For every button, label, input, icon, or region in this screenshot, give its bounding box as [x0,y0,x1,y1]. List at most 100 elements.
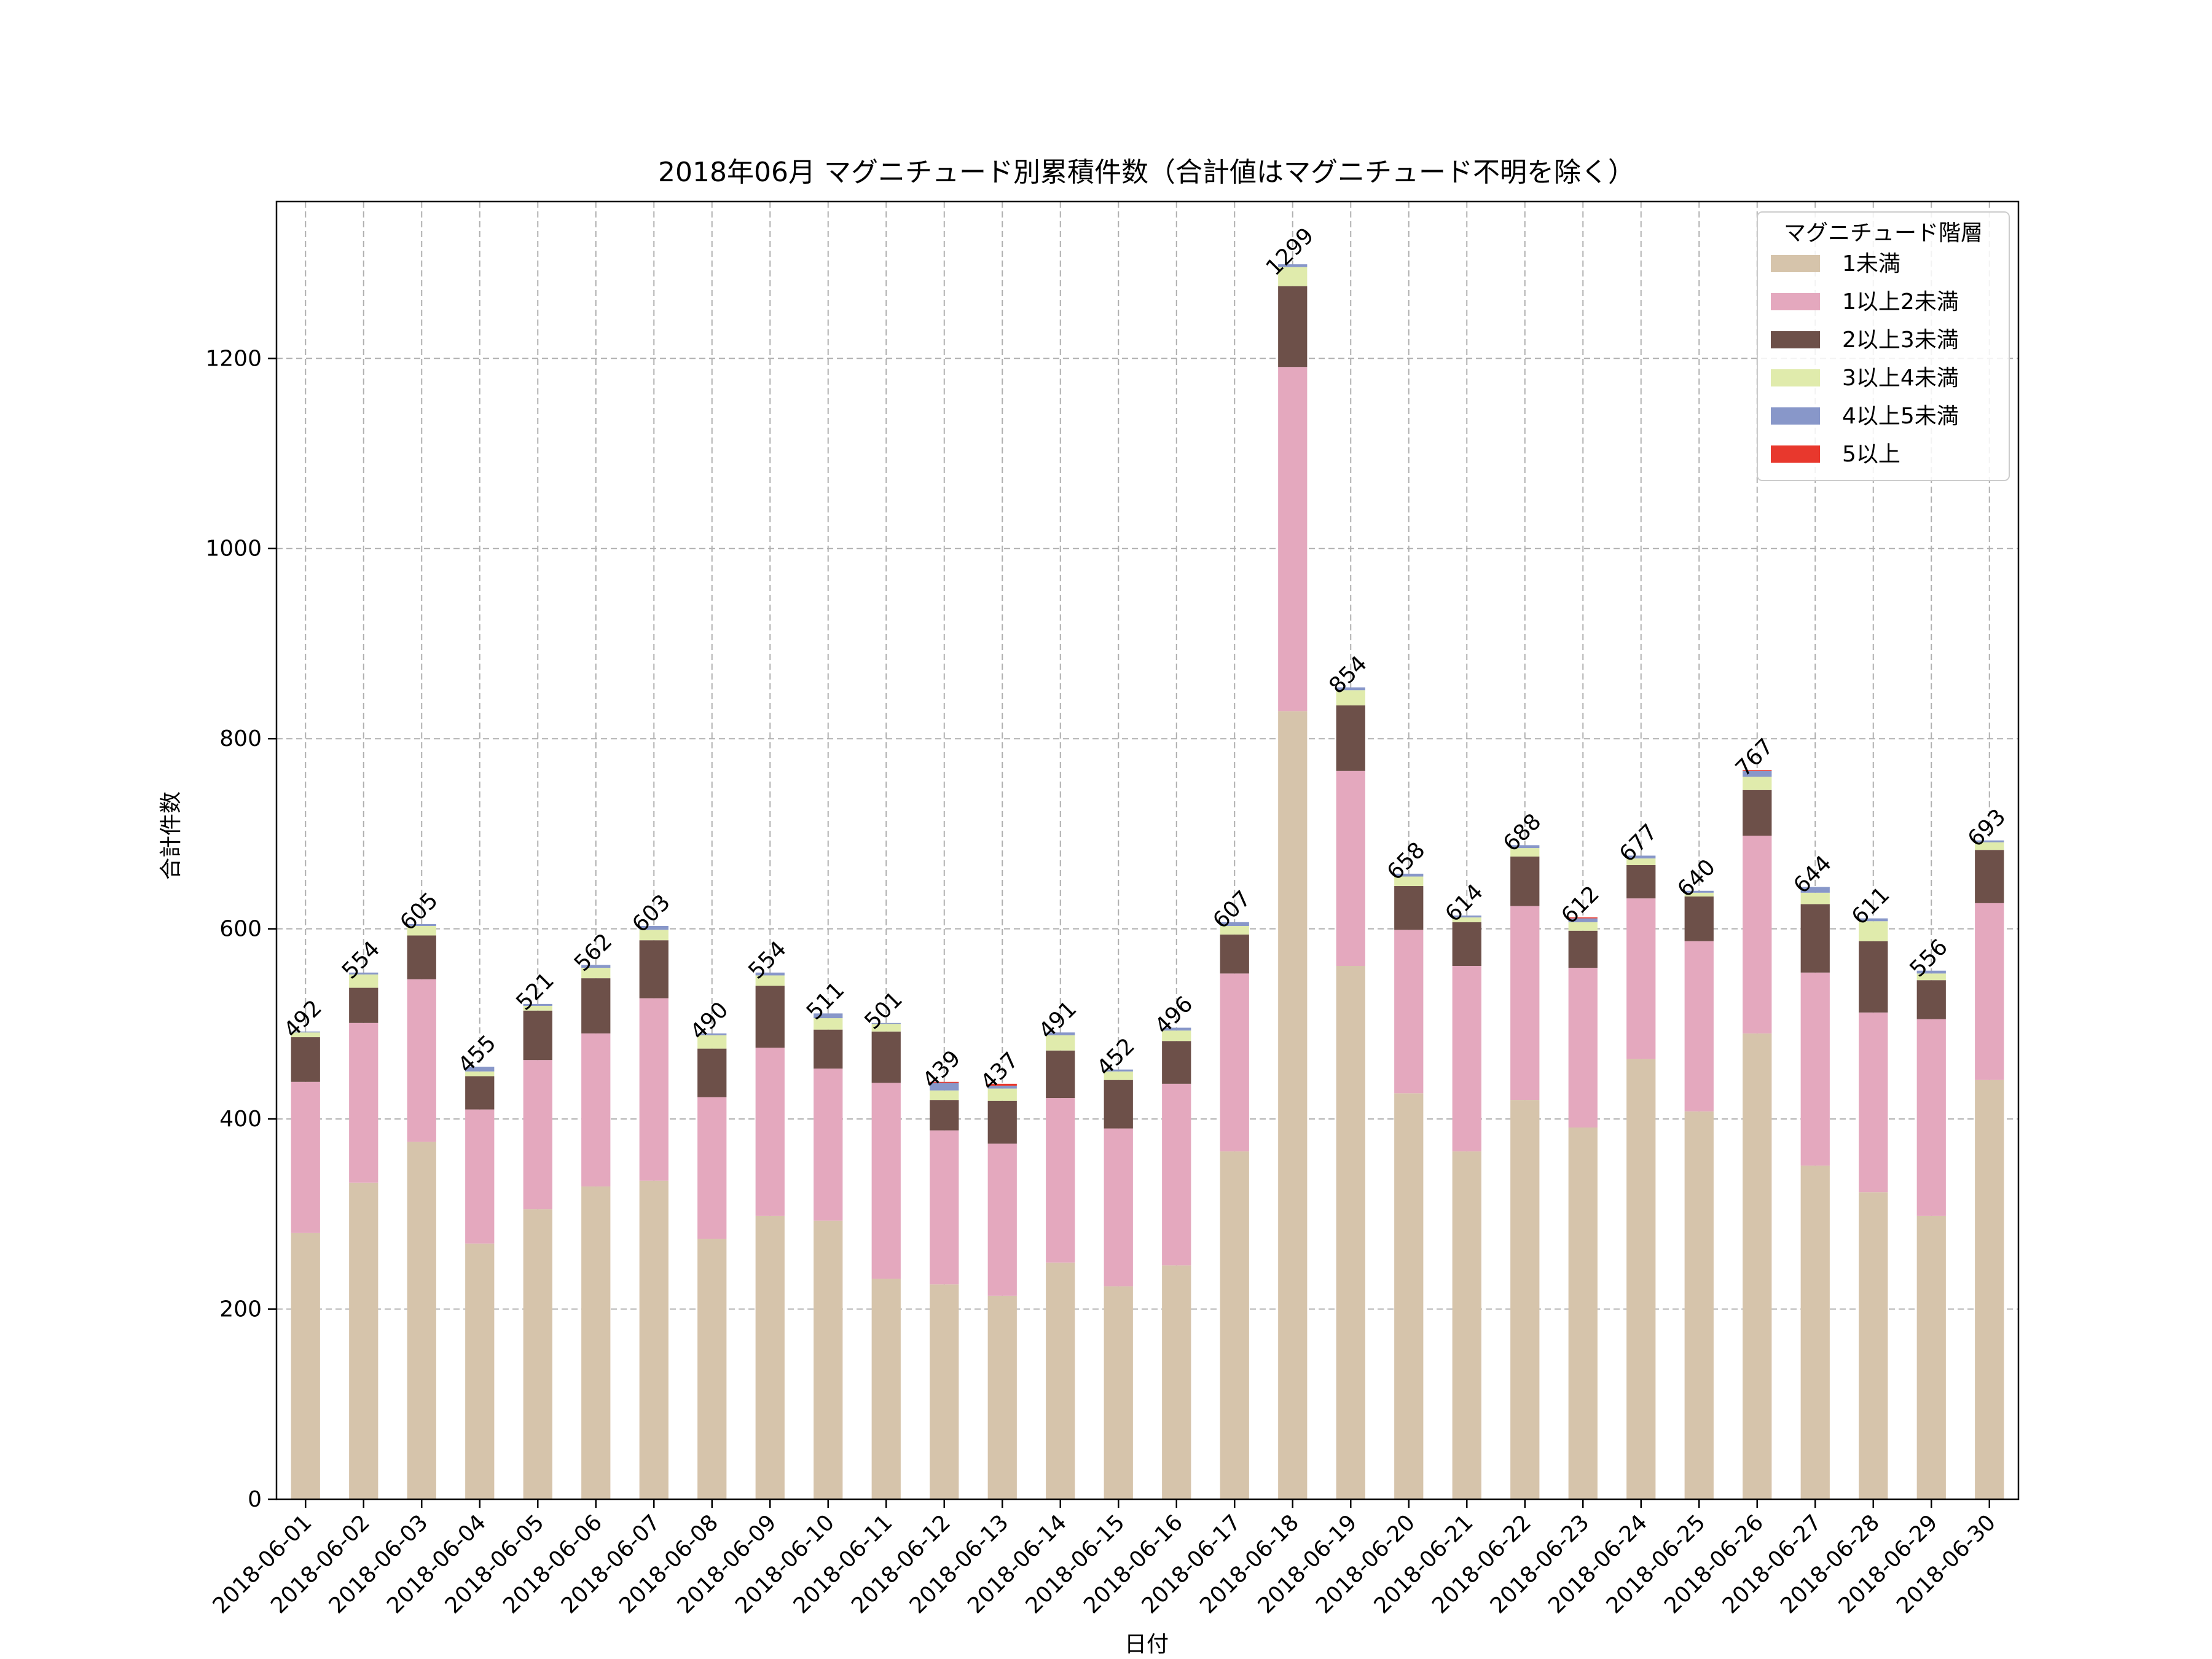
bar-segment [814,1029,843,1069]
y-tick-label: 1200 [205,346,262,371]
bar-segment [1975,840,2004,842]
bar-segment [581,968,611,979]
bar-segment [1975,850,2004,903]
bar-segment [1916,1019,1946,1216]
bar-segment [639,998,669,1181]
bar-segment [755,975,785,986]
bar-segment [1684,1111,1714,1499]
bar-segment [349,1022,378,1183]
bar-segment [1162,1030,1191,1041]
bar-segment [1800,892,1830,904]
legend-swatch [1771,369,1820,386]
bar-segment [465,1076,495,1110]
bar-segment [697,1033,727,1035]
bar-segment [987,1295,1017,1499]
bar-segment [1046,1098,1075,1263]
bar-segment [291,1233,320,1499]
bar-segment [1104,1071,1133,1080]
y-tick-label: 200 [219,1297,262,1322]
bar-segment [930,1090,959,1100]
bar-segment [1568,918,1598,922]
bar-segment [1452,915,1481,918]
bar-segment [639,926,669,930]
bar-segment [291,1032,320,1038]
legend: マグニチュード階層 1未満 1以上2未満 2以上3未満 3以上4未満 4以上5未満 5以上 [1757,211,2010,481]
bar-segment [1568,930,1598,968]
bar-segment [349,974,378,988]
bar-segment [1510,857,1540,906]
bar-segment [697,1048,727,1097]
bar-segment [697,1035,727,1049]
legend-swatch [1771,407,1820,425]
legend-entry-label: 4以上5未満 [1842,404,1959,429]
x-axis-label: 日付 [1124,1632,1169,1657]
bar-segment [1278,264,1308,267]
bar-segment [1278,367,1308,712]
bar-segment [523,1209,552,1499]
bar-segment [987,1100,1017,1144]
bar-segment [814,1220,843,1499]
bar-segment [1800,887,1830,893]
bar-segment [1104,1128,1133,1287]
bar-segment [1336,771,1365,966]
bar-segment [1859,1012,1888,1193]
bar-segment [1046,1050,1075,1099]
bar-segment [1743,1033,1772,1499]
bar-segment [871,1279,901,1499]
bar-segment [1684,941,1714,1112]
bar-segment [581,978,611,1033]
legend-entry-label: 1未満 [1842,251,1900,276]
bar-segment [871,1022,901,1024]
bar-segment [1104,1286,1133,1499]
bar-segment [1916,980,1946,1019]
legend-swatch [1771,445,1820,463]
bar-segment [1046,1032,1075,1035]
bar-segment [871,1024,901,1032]
bar-segment [755,1215,785,1499]
legend-entry-label: 2以上3未満 [1842,327,1959,353]
bar-segment [1626,1059,1656,1499]
bar-segment [581,965,611,968]
bar-segment [755,1048,785,1216]
bar-segment [639,1180,669,1499]
bar-segment [1916,973,1946,981]
bar-segment [523,1003,552,1006]
bar-segment [581,1186,611,1499]
bar-segment [1452,1151,1481,1499]
bar-segment [755,986,785,1048]
bar-segment [1162,1083,1191,1266]
bar-segment [1626,898,1656,1059]
bar-segment [1510,906,1540,1100]
y-tick-label: 600 [219,917,262,942]
bar-segment [1916,970,1946,974]
bar-segment [1220,973,1249,1151]
y-tick-label: 400 [219,1107,262,1132]
bar-segment [1278,711,1308,1499]
bar-segment [407,1142,436,1499]
bar-segment [1336,690,1365,706]
bar-segment [407,926,436,936]
bars-group [291,264,2004,1499]
bar-segment [1975,903,2004,1080]
bar-segment [1800,1165,1830,1499]
bar-segment [1626,855,1656,859]
bar-segment [407,935,436,979]
bar-segment [871,1083,901,1279]
bar-segment [1859,1192,1888,1499]
x-tick-label: 2018-06-01 [208,1510,317,1618]
bar-segment [349,987,378,1023]
bar-segment [523,1060,552,1210]
bar-segment [1859,918,1888,922]
bar-segment [1743,777,1772,790]
bar-segment [930,1130,959,1285]
bar-segment [1568,922,1598,931]
bar-segment [1916,1215,1946,1499]
bar-segment [1975,842,2004,850]
bar-segment [465,1109,495,1244]
bar-segment [987,1088,1017,1101]
bar-segment [755,972,785,976]
bar-segment [987,1143,1017,1296]
bar-segment [1336,705,1365,771]
bar-segment [1684,892,1714,897]
